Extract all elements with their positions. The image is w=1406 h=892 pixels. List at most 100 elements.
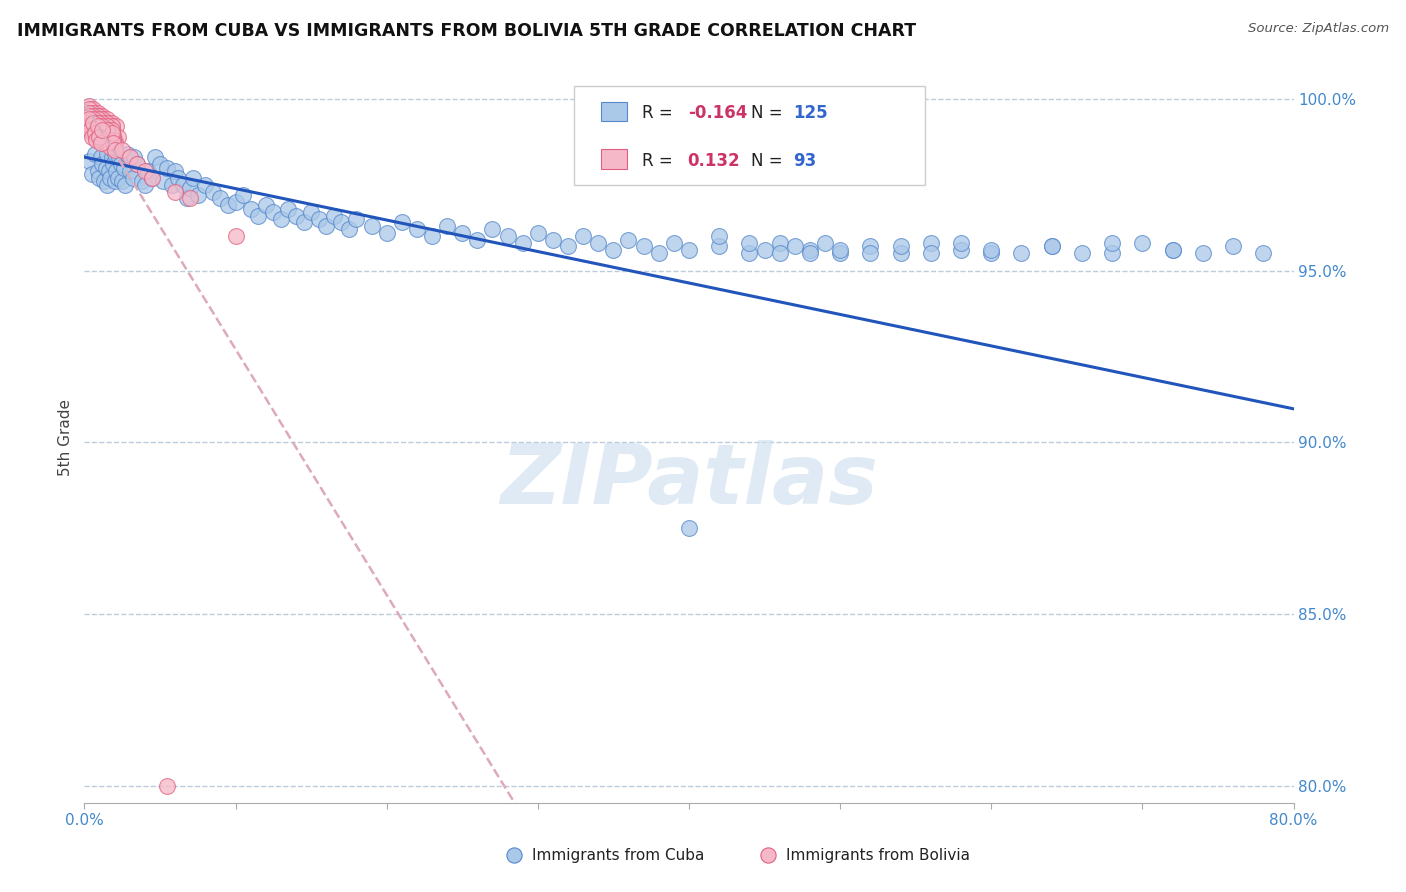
Point bbox=[201, 185, 224, 199]
Point bbox=[633, 239, 655, 253]
Point bbox=[799, 243, 821, 257]
Point bbox=[84, 122, 107, 136]
Point bbox=[754, 243, 776, 257]
Point bbox=[90, 126, 112, 140]
Point bbox=[262, 205, 284, 219]
FancyBboxPatch shape bbox=[600, 149, 627, 169]
Point bbox=[799, 246, 821, 260]
Text: 93: 93 bbox=[793, 152, 815, 169]
Point bbox=[80, 116, 103, 130]
Point bbox=[104, 174, 127, 188]
Point bbox=[91, 122, 114, 136]
Text: R =: R = bbox=[641, 152, 683, 169]
Point bbox=[100, 122, 122, 136]
Point bbox=[617, 233, 640, 247]
Text: Immigrants from Cuba: Immigrants from Cuba bbox=[531, 848, 704, 863]
Text: N =: N = bbox=[751, 152, 793, 169]
Point bbox=[662, 235, 685, 250]
Point bbox=[134, 164, 156, 178]
Point bbox=[104, 146, 127, 161]
Point bbox=[100, 150, 122, 164]
Point bbox=[87, 112, 110, 127]
Point bbox=[86, 133, 108, 147]
Point bbox=[94, 136, 117, 151]
Point bbox=[527, 226, 550, 240]
Point bbox=[217, 198, 239, 212]
Point bbox=[165, 164, 187, 178]
Point bbox=[420, 229, 443, 244]
Point bbox=[391, 215, 413, 229]
Point bbox=[187, 188, 209, 202]
Y-axis label: 5th Grade: 5th Grade bbox=[58, 399, 73, 475]
Point bbox=[830, 243, 852, 257]
Point bbox=[97, 133, 120, 147]
Point bbox=[89, 120, 111, 134]
Point bbox=[1040, 239, 1063, 253]
Point bbox=[1253, 246, 1275, 260]
Point bbox=[89, 116, 111, 130]
Text: R =: R = bbox=[641, 104, 678, 122]
Point bbox=[481, 222, 503, 236]
Point bbox=[134, 178, 156, 192]
Point bbox=[101, 157, 124, 171]
Point bbox=[90, 122, 112, 136]
Point bbox=[110, 157, 132, 171]
Point bbox=[98, 133, 121, 147]
Point bbox=[330, 215, 353, 229]
Point bbox=[100, 116, 122, 130]
Point bbox=[98, 140, 121, 154]
Point bbox=[104, 144, 127, 158]
Point bbox=[436, 219, 458, 233]
Point bbox=[79, 112, 101, 127]
Point bbox=[172, 178, 194, 192]
Point bbox=[94, 126, 117, 140]
Text: N =: N = bbox=[751, 104, 787, 122]
FancyBboxPatch shape bbox=[574, 86, 925, 185]
Point bbox=[93, 126, 115, 140]
Point bbox=[830, 246, 852, 260]
Point bbox=[90, 150, 112, 164]
Point bbox=[80, 120, 103, 134]
Point bbox=[136, 164, 159, 178]
Point bbox=[950, 235, 973, 250]
Point bbox=[96, 112, 118, 127]
Point bbox=[96, 116, 118, 130]
Point bbox=[209, 191, 232, 205]
Point bbox=[104, 140, 127, 154]
Point bbox=[299, 205, 322, 219]
Point bbox=[77, 109, 100, 123]
Point bbox=[890, 246, 912, 260]
Point bbox=[89, 126, 111, 140]
Point bbox=[101, 126, 124, 140]
Point bbox=[93, 122, 115, 136]
Point bbox=[84, 112, 107, 127]
Point bbox=[602, 243, 624, 257]
Point bbox=[181, 170, 204, 185]
Point bbox=[920, 235, 942, 250]
Point bbox=[80, 167, 103, 181]
Point bbox=[467, 233, 489, 247]
Point bbox=[176, 191, 198, 205]
Point bbox=[588, 235, 610, 250]
Point bbox=[115, 146, 138, 161]
FancyBboxPatch shape bbox=[600, 102, 627, 121]
Point bbox=[337, 222, 360, 236]
Point bbox=[79, 109, 101, 123]
Point bbox=[950, 243, 973, 257]
Point bbox=[86, 129, 108, 144]
Point bbox=[90, 136, 112, 151]
Text: IMMIGRANTS FROM CUBA VS IMMIGRANTS FROM BOLIVIA 5TH GRADE CORRELATION CHART: IMMIGRANTS FROM CUBA VS IMMIGRANTS FROM … bbox=[17, 22, 915, 40]
Point bbox=[165, 185, 187, 199]
Point bbox=[111, 144, 134, 158]
Point bbox=[82, 112, 104, 127]
Point bbox=[859, 239, 882, 253]
Point bbox=[96, 122, 118, 136]
Point bbox=[118, 150, 141, 164]
Point bbox=[156, 779, 179, 793]
Point bbox=[149, 157, 172, 171]
Point bbox=[101, 133, 124, 147]
Point bbox=[360, 219, 382, 233]
Point bbox=[131, 174, 153, 188]
Point bbox=[84, 146, 107, 161]
Point bbox=[121, 170, 143, 185]
